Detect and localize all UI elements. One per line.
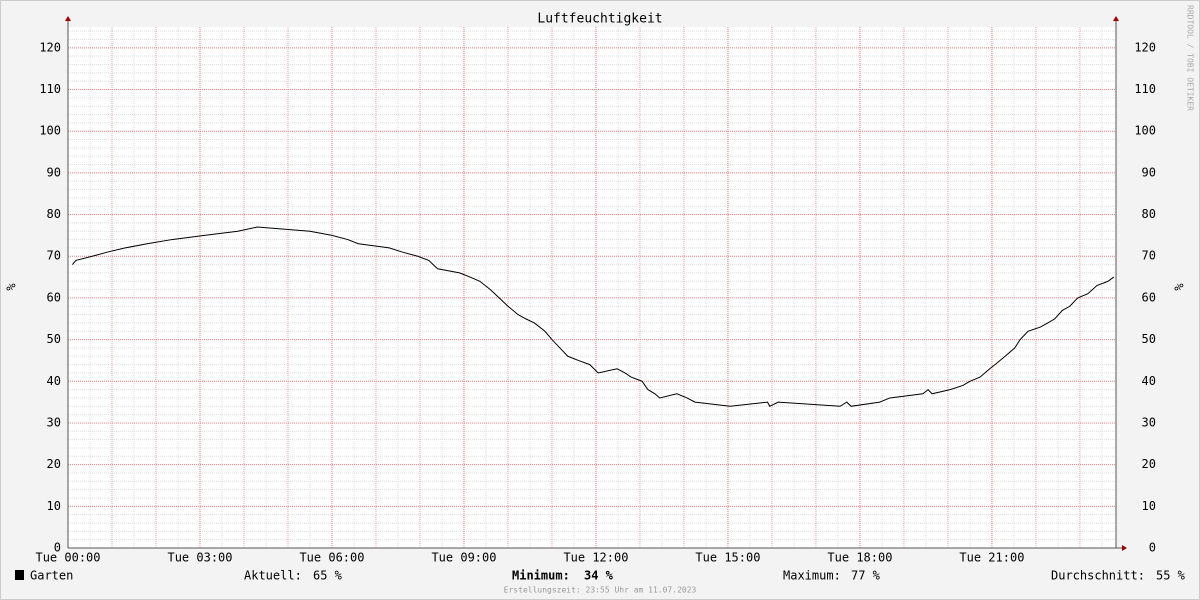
plot-area	[68, 27, 1116, 548]
y-tick-label: 120	[1134, 40, 1156, 54]
data-line	[72, 226, 1115, 407]
x-tick-label: Tue 09:00	[431, 551, 496, 565]
axis-arrow	[1122, 545, 1127, 551]
y-tick-label: 60	[47, 290, 61, 304]
y-tick-label: 10	[47, 499, 61, 513]
y-tick-label: 90	[1142, 165, 1156, 179]
stat-label: Durchschnitt:	[1051, 569, 1145, 583]
x-tick-label: Tue 21:00	[959, 551, 1024, 565]
x-tick-label: Tue 03:00	[167, 551, 232, 565]
axis-arrow	[1113, 16, 1119, 21]
y-tick-label: 100	[39, 124, 61, 138]
y-tick-label: 90	[47, 165, 61, 179]
stat-value: 55 %	[1156, 569, 1186, 583]
y-tick-label: 40	[47, 374, 61, 388]
y-tick-label: 70	[1142, 249, 1156, 263]
stat-label: Aktuell:	[244, 569, 302, 583]
y-tick-label: 30	[1142, 415, 1156, 429]
stat-value: 65 %	[313, 569, 343, 583]
y-tick-label: 10	[1142, 499, 1156, 513]
y-tick-label: 20	[1142, 457, 1156, 471]
y-tick-label: 80	[1142, 207, 1156, 221]
y-axis-label: %	[1172, 283, 1186, 291]
y-tick-label: 70	[47, 249, 61, 263]
axis-arrow	[65, 16, 71, 21]
stat-value: 77 %	[851, 569, 881, 583]
y-tick-label: 40	[1142, 374, 1156, 388]
stat-label: Minimum:	[512, 569, 570, 583]
footer: Erstellungszeit: 23:55 Uhr am 11.07.2023	[504, 586, 697, 595]
legend-swatch	[15, 570, 24, 580]
y-tick-label: 0	[54, 541, 61, 555]
x-tick-label: Tue 00:00	[35, 551, 100, 565]
y-tick-label: 100	[1134, 124, 1156, 138]
stat-label: Maximum:	[783, 569, 841, 583]
y-tick-label: 120	[39, 40, 61, 54]
x-tick-label: Tue 06:00	[299, 551, 364, 565]
y-tick-label: 20	[47, 457, 61, 471]
x-tick-label: Tue 15:00	[695, 551, 760, 565]
y-tick-label: 60	[1142, 290, 1156, 304]
y-axis-label: %	[4, 283, 18, 291]
x-tick-label: Tue 18:00	[827, 551, 892, 565]
y-tick-label: 110	[1134, 82, 1156, 96]
stat-value: 34 %	[584, 569, 614, 583]
watermark: RRDTOOL / TOBI OETIKER	[1186, 5, 1195, 111]
legend-label: Garten	[30, 569, 73, 583]
y-tick-label: 50	[47, 332, 61, 346]
x-tick-label: Tue 12:00	[563, 551, 628, 565]
chart-title: Luftfeuchtigkeit	[537, 12, 662, 27]
y-tick-label: 50	[1142, 332, 1156, 346]
y-tick-label: 80	[47, 207, 61, 221]
y-tick-label: 110	[39, 82, 61, 96]
y-tick-label: 30	[47, 415, 61, 429]
y-tick-label: 0	[1149, 541, 1156, 555]
